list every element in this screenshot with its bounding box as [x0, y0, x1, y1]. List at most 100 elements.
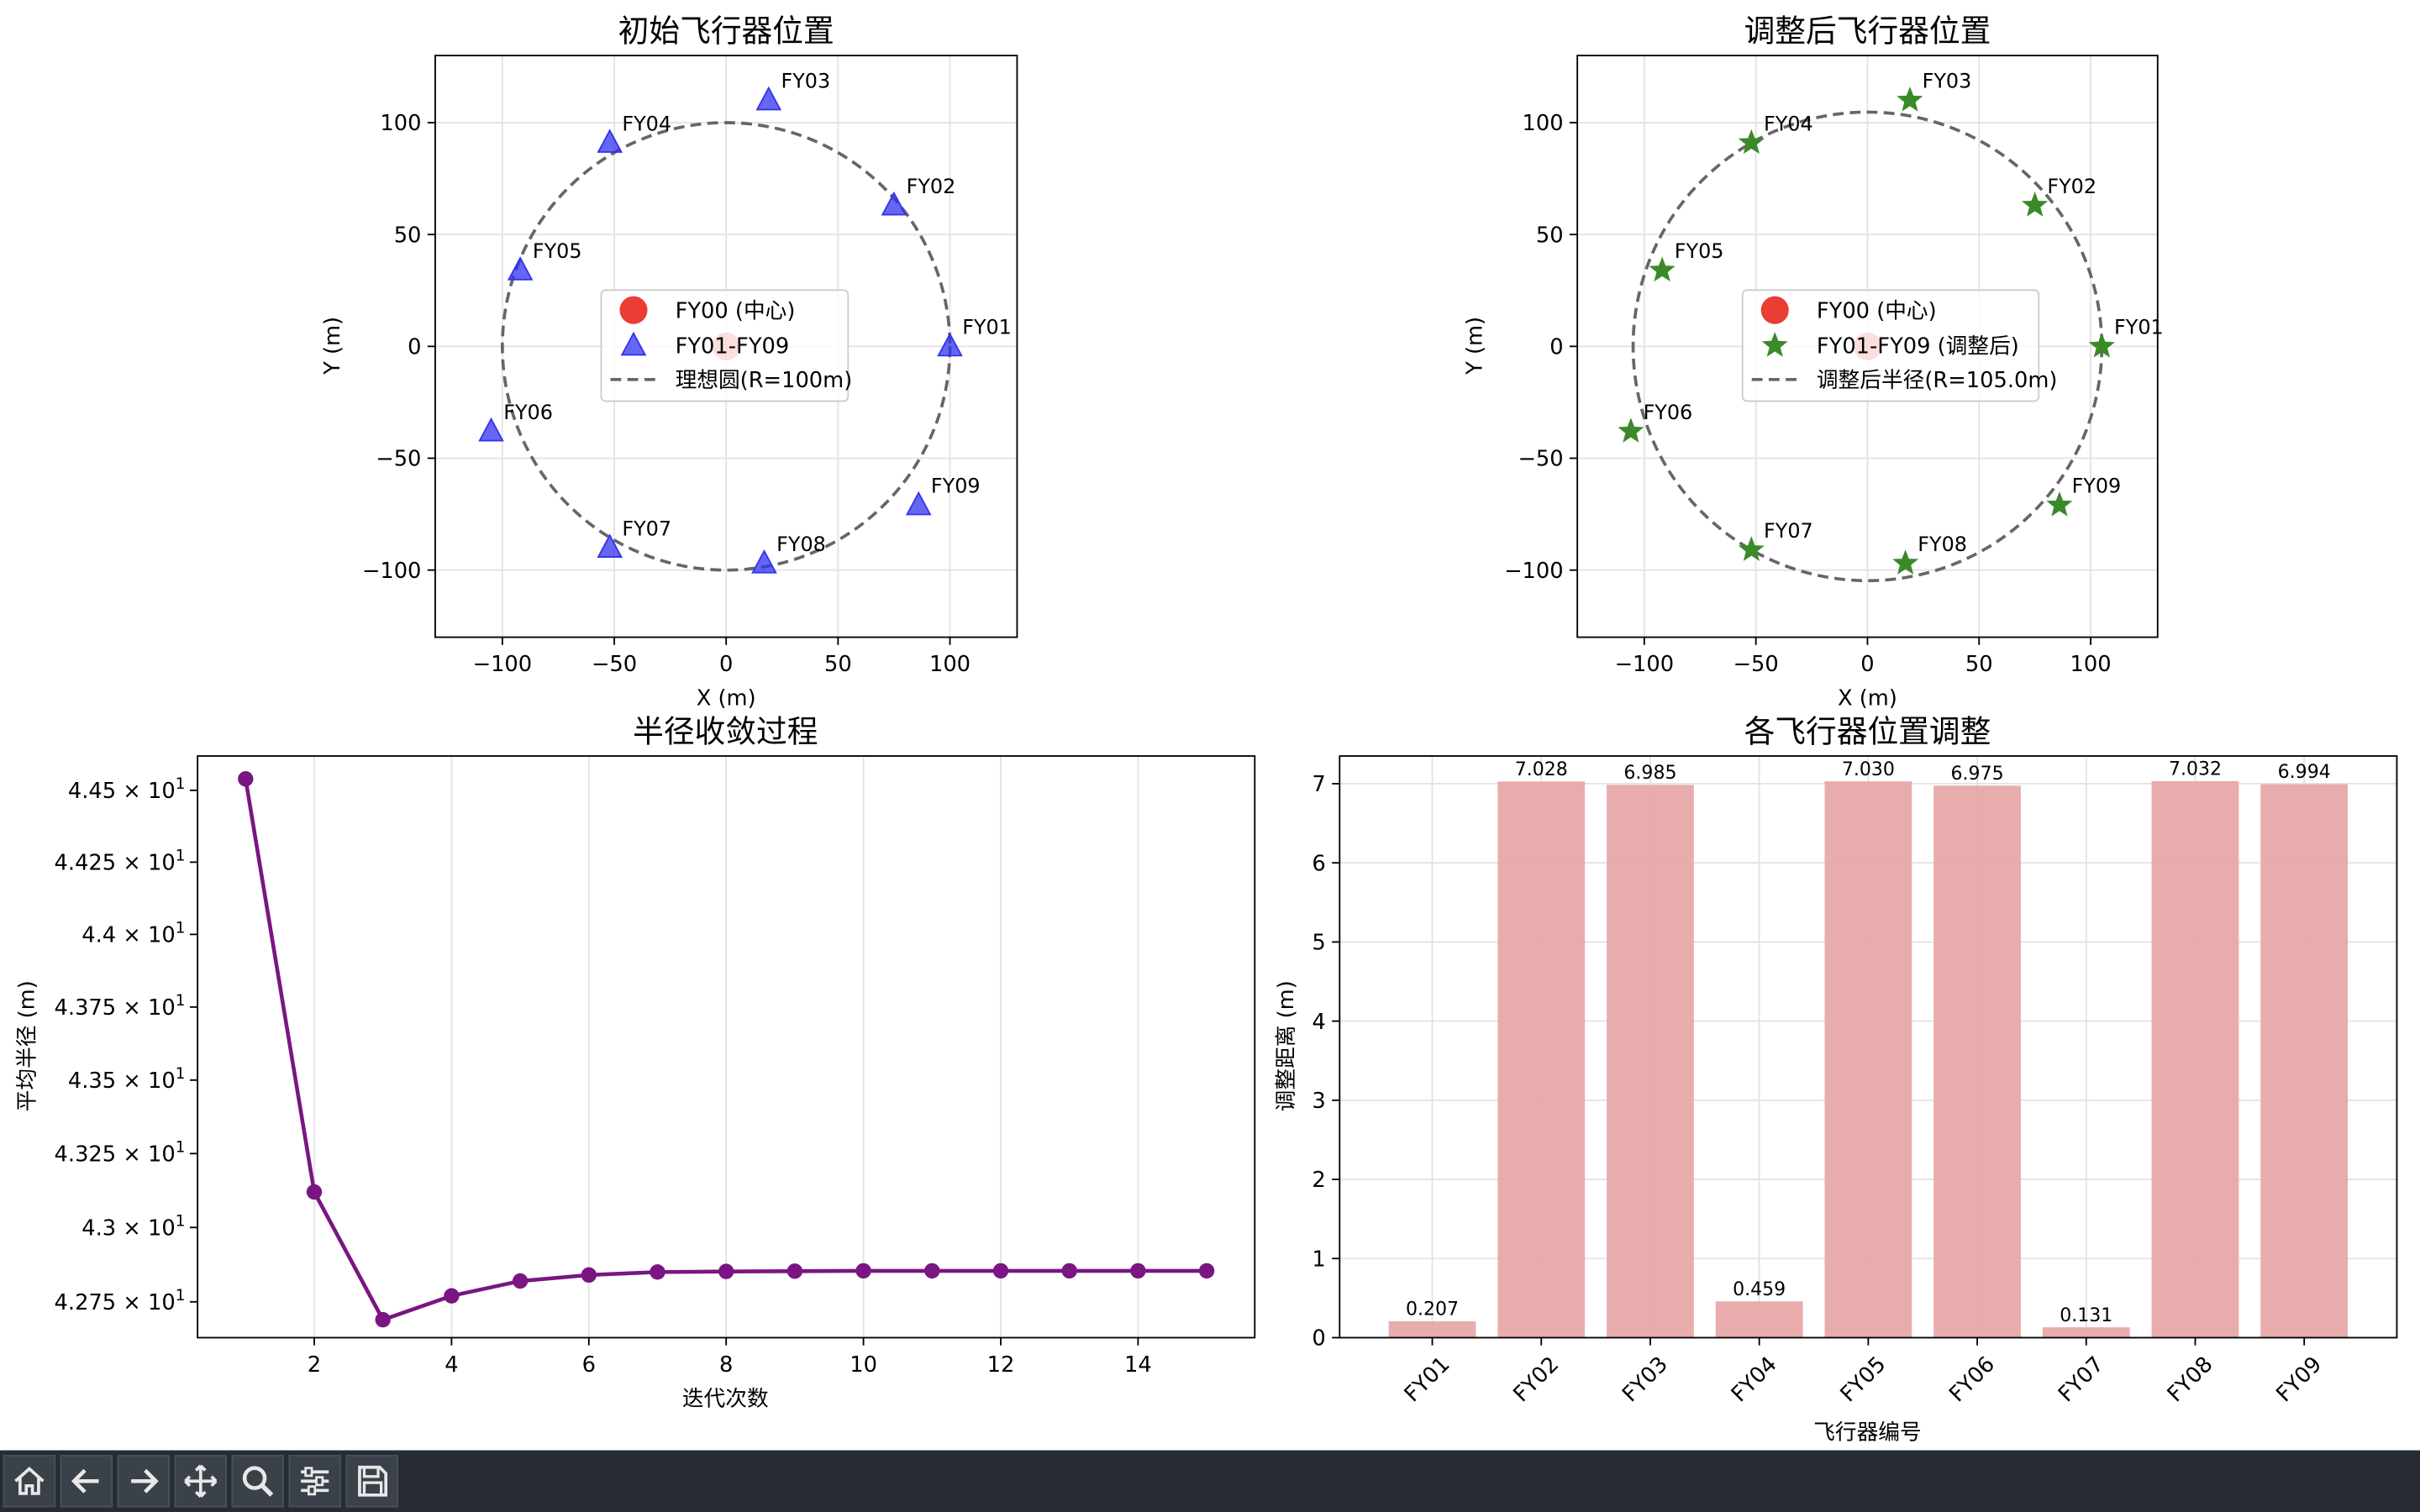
move-icon — [184, 1464, 218, 1498]
legend-entry: FY00 (中心) — [676, 298, 796, 323]
point-label: FY06 — [1644, 401, 1693, 424]
x-tick-label: FY03 — [1618, 1352, 1673, 1407]
arrow-right-icon — [131, 1468, 159, 1494]
chart-title: 半径收敛过程 — [633, 713, 818, 749]
bar-value-label: 0.207 — [1406, 1299, 1459, 1320]
x-tick-label: −50 — [1733, 652, 1779, 677]
data-point — [306, 1184, 323, 1200]
bar — [1933, 785, 2021, 1338]
sliders-icon — [301, 1467, 329, 1496]
chart-title: 各飞行器位置调整 — [1744, 713, 1991, 749]
point-label: FY03 — [781, 70, 830, 93]
x-axis-label: 飞行器编号 — [1813, 1420, 1922, 1446]
data-point — [375, 1311, 391, 1328]
legend-entry: FY01-FY09 (调整后) — [1817, 334, 2019, 360]
point-label: FY01 — [962, 316, 1012, 339]
data-point — [1061, 1263, 1077, 1279]
data-point — [512, 1273, 529, 1289]
y-tick-label: 4.4 × 101 — [82, 920, 185, 948]
y-tick-label: 7 — [1312, 772, 1325, 797]
star-marker — [1897, 87, 1923, 112]
triangle-marker — [478, 417, 504, 442]
configure-subplots-button[interactable] — [288, 1455, 341, 1508]
x-tick-label: 0 — [719, 652, 733, 677]
forward-button[interactable] — [117, 1455, 171, 1508]
y-axis-label: Y (m) — [320, 317, 345, 375]
home-icon — [14, 1467, 45, 1495]
floppy-disk-icon — [358, 1465, 388, 1497]
data-point — [444, 1288, 460, 1304]
data-point — [581, 1267, 597, 1284]
triangle-marker — [507, 256, 534, 281]
point-label: FY09 — [2072, 475, 2122, 498]
triangle-marker — [597, 129, 623, 153]
y-axis-label: 调整距离 (m) — [1274, 980, 1299, 1111]
data-point — [238, 771, 254, 787]
point-label: FY08 — [776, 533, 826, 556]
back-button[interactable] — [60, 1455, 113, 1508]
star-marker — [1618, 417, 1644, 443]
bar-value-label: 0.131 — [2060, 1305, 2112, 1326]
bar — [1388, 1320, 1476, 1338]
bar — [1824, 781, 1912, 1338]
zoom-button[interactable] — [231, 1455, 284, 1508]
x-tick-label: 50 — [1965, 652, 1993, 677]
y-axis-label: Y (m) — [1462, 317, 1487, 375]
data-point — [650, 1264, 666, 1280]
legend-center-marker — [1760, 296, 1789, 324]
y-tick-label: 2 — [1312, 1168, 1325, 1193]
figure: 初始飞行器位置 X (m) Y (m) FY01 FY02 FY03 FY04 FY05… — [14, 13, 2398, 1446]
bar-value-label: 7.030 — [1842, 759, 1895, 780]
save-button[interactable] — [345, 1455, 398, 1508]
point-label: FY07 — [622, 517, 671, 540]
x-axis-label: X (m) — [697, 685, 756, 711]
point-label: FY04 — [622, 112, 671, 135]
x-tick-label: 100 — [2070, 652, 2112, 677]
y-tick-label: 4.275 × 101 — [55, 1287, 186, 1315]
data-point — [924, 1263, 940, 1279]
y-tick-label: 1 — [1312, 1247, 1325, 1272]
y-tick-label: 3 — [1312, 1089, 1325, 1114]
x-tick-label: 6 — [582, 1352, 596, 1378]
triangle-marker — [937, 332, 963, 357]
point-label: FY09 — [931, 475, 981, 498]
point-label: FY08 — [1918, 533, 1967, 556]
arrow-left-icon — [71, 1468, 99, 1494]
subplot-position-adjustment: 各飞行器位置调整 飞行器编号 调整距离 (m) 0.207 7.028 6.985 0… — [1274, 713, 2398, 1446]
triangle-marker — [905, 491, 932, 516]
triangle-marker — [751, 549, 777, 574]
point-label: FY02 — [907, 175, 956, 198]
navigation-toolbar — [0, 1450, 2420, 1512]
y-tick-label: 100 — [380, 111, 421, 136]
x-tick-label: −100 — [1615, 652, 1675, 677]
y-tick-label: 50 — [394, 223, 422, 248]
magnifier-icon — [242, 1466, 274, 1497]
point-label: FY05 — [533, 239, 582, 263]
x-tick-label: 4 — [445, 1352, 458, 1378]
bar — [2260, 784, 2349, 1338]
legend-center-marker — [619, 296, 648, 324]
star-marker — [2088, 332, 2115, 358]
data-point — [786, 1263, 803, 1279]
pan-button[interactable] — [174, 1455, 227, 1508]
bar — [1715, 1301, 1803, 1338]
x-tick-label: FY06 — [1944, 1352, 2000, 1407]
bar — [2042, 1327, 2130, 1338]
y-tick-label: 4 — [1312, 1010, 1325, 1035]
legend-entry: 理想圆(R=100m) — [676, 368, 853, 393]
legend-triangle-marker — [620, 331, 647, 356]
y-tick-label: 100 — [1523, 111, 1564, 136]
x-axis-label: 迭代次数 — [682, 1386, 769, 1411]
y-tick-label: 0 — [1549, 335, 1563, 360]
y-tick-label: −100 — [362, 559, 422, 584]
home-button[interactable] — [3, 1455, 56, 1508]
x-axis-label: X (m) — [1838, 685, 1897, 711]
x-tick-label: 100 — [929, 652, 971, 677]
x-tick-label: 8 — [719, 1352, 733, 1378]
point-label: FY03 — [1923, 70, 1972, 93]
y-tick-label: −50 — [1518, 447, 1563, 472]
triangle-marker — [881, 191, 908, 216]
x-tick-label: 0 — [1860, 652, 1874, 677]
y-tick-label: −100 — [1504, 559, 1564, 584]
y-tick-label: 0 — [1312, 1326, 1325, 1352]
